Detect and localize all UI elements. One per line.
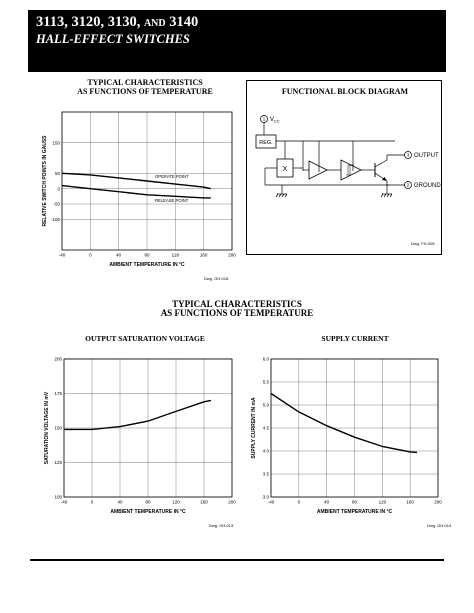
vcc-label: VCC bbox=[270, 117, 280, 124]
y-tick-label: 0 bbox=[57, 186, 60, 191]
regulator-label: REG. bbox=[259, 140, 273, 146]
x-tick-label: 40 bbox=[117, 500, 123, 505]
y-tick-label: 50 bbox=[55, 171, 61, 176]
block-diagram-dwg-note: Dwg. FH-005 bbox=[411, 241, 435, 246]
pin-2-marker bbox=[404, 181, 412, 189]
y-axis-label: SATURATION VOLTAGE IN mV bbox=[44, 391, 50, 464]
x-tick-label: 160 bbox=[200, 500, 208, 505]
page-header: 3113, 3120, 3130, AND 3140 HALL-EFFECT S… bbox=[28, 10, 446, 72]
series-line bbox=[61, 172, 211, 190]
y-tick-label: 100 bbox=[54, 495, 62, 500]
x-tick-label: 200 bbox=[228, 253, 236, 258]
hall-element-label: X bbox=[283, 166, 288, 173]
y-tick-label: -50 bbox=[53, 202, 60, 207]
ground-label: GROUND bbox=[414, 183, 441, 189]
x-tick-label: 160 bbox=[200, 253, 208, 258]
y-tick-label: 5.0 bbox=[263, 403, 270, 408]
y-tick-label: 3.5 bbox=[263, 472, 270, 477]
y-axis-label: SUPPLY CURRENT IN mA bbox=[251, 397, 257, 459]
y-tick-label: -100 bbox=[51, 217, 61, 222]
plot-frame bbox=[63, 358, 233, 498]
y-tick-label: 4.0 bbox=[263, 449, 270, 454]
top-chart-heading: TYPICAL CHARACTERISTICS AS FUNCTIONS OF … bbox=[50, 78, 240, 96]
x-tick-label: 0 bbox=[91, 500, 94, 505]
pin-3-number: 3 bbox=[407, 153, 410, 158]
x-tick-label: 120 bbox=[379, 500, 387, 505]
block-diagram-frame: FUNCTIONAL BLOCK DIAGRAM 1 VCC REG. X bbox=[246, 80, 442, 255]
y-tick-label: 150 bbox=[52, 140, 60, 145]
pin-2-number: 2 bbox=[407, 183, 410, 188]
plot-frame bbox=[61, 111, 233, 251]
top-chart-dwg-note: Dwg. GH-018 bbox=[204, 276, 229, 281]
series-label: RELEASE POINT bbox=[155, 198, 189, 203]
x-tick-label: 160 bbox=[406, 500, 414, 505]
pin-3-marker bbox=[404, 151, 412, 159]
y-tick-label: 5.5 bbox=[263, 380, 270, 385]
x-tick-label: 80 bbox=[352, 500, 358, 505]
y-tick-label: 125 bbox=[54, 460, 62, 465]
block-diagram-heading: FUNCTIONAL BLOCK DIAGRAM bbox=[281, 87, 409, 96]
supply-current-chart: -40 0 40 80 120 160 200 6.0 5.5 5.0 4.5 4.0 3.5 3.0 AM… bbox=[251, 357, 442, 515]
x-axis-label: AMBIENT TEMPERATURE IN °C bbox=[317, 509, 393, 515]
top-chart-heading-line2: AS FUNCTIONS OF TEMPERATURE bbox=[77, 87, 213, 96]
x-axis-label: AMBIENT TEMPERATURE IN °C bbox=[110, 509, 186, 515]
series-line bbox=[64, 399, 212, 431]
x-tick-label: 40 bbox=[324, 500, 330, 505]
x-tick-label: -40 bbox=[61, 500, 68, 505]
saturation-voltage-chart: -40 0 40 80 120 160 200 200 175 150 125 100 AMBIENT … bbox=[44, 357, 236, 515]
x-tick-label: -40 bbox=[268, 500, 275, 505]
y-axis-label: RELATIVE SWITCH POINTS IN GAUSS bbox=[42, 135, 48, 227]
y-tick-label: 150 bbox=[54, 426, 62, 431]
x-tick-label: 40 bbox=[116, 253, 122, 258]
title-main: 3113, 3120, 3130, bbox=[36, 14, 144, 30]
ground-symbols bbox=[275, 185, 393, 198]
document-title: 3113, 3120, 3130, AND 3140 bbox=[36, 14, 198, 31]
y-tick-label: 4.5 bbox=[263, 426, 270, 431]
supply-current-dwg-note: Dwg. GH-014 bbox=[427, 523, 452, 528]
mid-section-heading-line2: AS FUNCTIONS OF TEMPERATURE bbox=[160, 308, 314, 318]
series-line bbox=[270, 392, 418, 454]
y-tick-label: 200 bbox=[54, 357, 62, 362]
document-subtitle: HALL-EFFECT SWITCHES bbox=[36, 32, 190, 46]
output-label: OUTPUT bbox=[414, 153, 439, 159]
top-chart-heading-line1: TYPICAL CHARACTERISTICS bbox=[87, 78, 203, 87]
title-and: AND bbox=[143, 18, 166, 29]
amplifier-symbol bbox=[308, 160, 328, 180]
plot-frame bbox=[270, 358, 439, 498]
schmitt-trigger-symbol bbox=[340, 159, 362, 181]
mid-section-heading-line1: TYPICAL CHARACTERISTICS bbox=[172, 299, 302, 309]
switch-points-chart: -40 0 40 80 120 160 200 150 50 0 -50 -100 AMBIENT TE… bbox=[42, 111, 236, 268]
x-axis-label: AMBIENT TEMPERATURE IN °C bbox=[109, 262, 185, 268]
x-tick-label: -40 bbox=[59, 253, 66, 258]
y-tick-label: 3.0 bbox=[263, 495, 270, 500]
regulator-block bbox=[255, 134, 277, 149]
vcc-label-sub: CC bbox=[274, 119, 280, 124]
x-tick-label: 0 bbox=[298, 500, 301, 505]
saturation-voltage-dwg-note: Dwg. GH-013 bbox=[209, 523, 234, 528]
title-last: 3140 bbox=[165, 14, 199, 30]
x-tick-label: 120 bbox=[172, 500, 180, 505]
x-tick-label: 80 bbox=[145, 500, 151, 505]
y-tick-label: 175 bbox=[54, 391, 62, 396]
y-tick-label: 6.0 bbox=[263, 357, 270, 362]
series-line bbox=[61, 184, 211, 199]
saturation-voltage-heading: OUTPUT SATURATION VOLTAGE bbox=[85, 334, 205, 343]
vcc-label-main: V bbox=[270, 117, 274, 123]
series-label: OPERATE POINT bbox=[155, 174, 189, 179]
block-diagram: 1 VCC REG. X 3 bbox=[255, 115, 441, 198]
x-tick-label: 200 bbox=[228, 500, 236, 505]
x-tick-label: 80 bbox=[144, 253, 150, 258]
page-bottom-rule bbox=[30, 559, 444, 561]
x-tick-label: 120 bbox=[172, 253, 180, 258]
supply-current-heading: SUPPLY CURRENT bbox=[321, 334, 389, 343]
x-tick-label: 200 bbox=[434, 500, 442, 505]
mid-section-heading: TYPICAL CHARACTERISTICS AS FUNCTIONS OF … bbox=[132, 300, 342, 318]
pin-1-number: 1 bbox=[263, 117, 266, 122]
x-tick-label: 0 bbox=[89, 253, 92, 258]
